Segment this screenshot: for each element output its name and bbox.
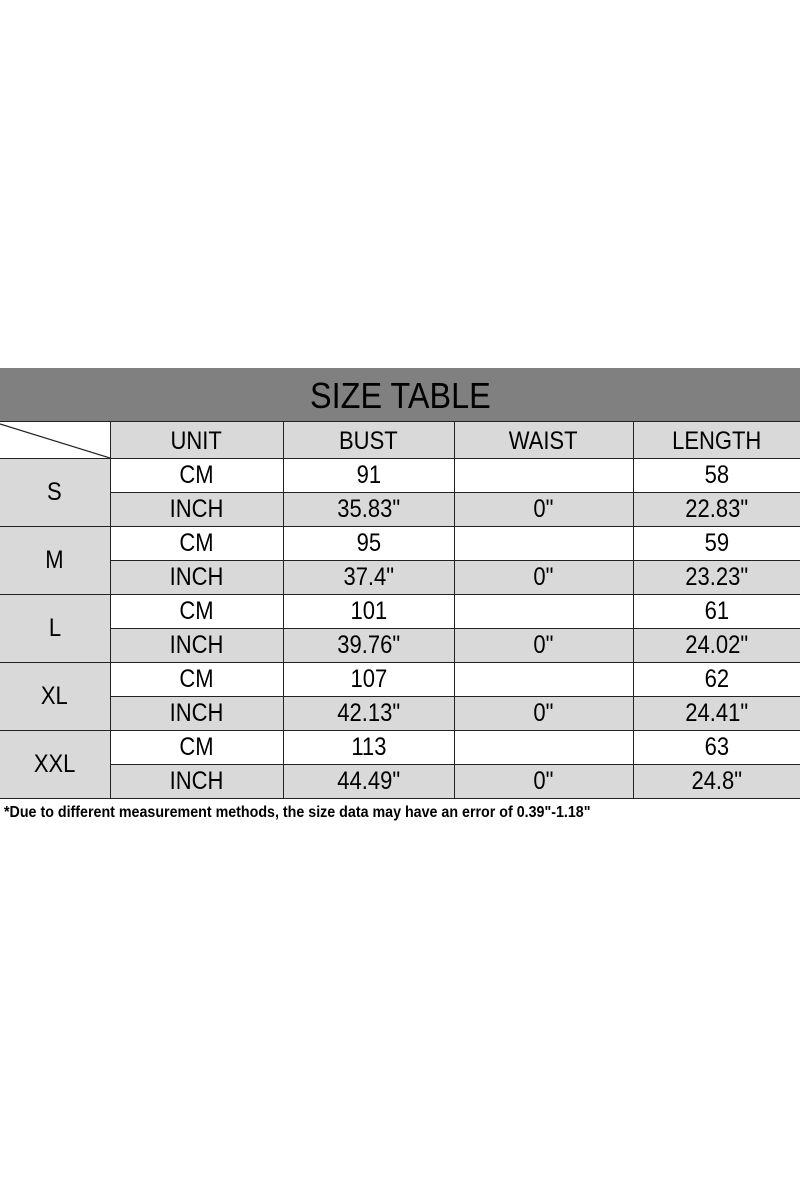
table-row-cm: M CM 95 59 (0, 526, 800, 595)
header-length: LENGTH (632, 421, 800, 459)
cell-bust: 35.83" (282, 492, 455, 527)
table-row-inch: INCH 44.49" 0" 24.8" (0, 764, 800, 799)
cell-length: 61 (632, 594, 800, 629)
size-label: S (0, 458, 111, 527)
size-label: M (0, 526, 111, 595)
cell-length: 22.83" (632, 492, 800, 527)
cell-unit: INCH (109, 492, 284, 527)
cell-length: 59 (632, 526, 800, 561)
cell-length: 63 (632, 730, 800, 765)
size-label: XL (0, 662, 111, 731)
cell-length: 24.02" (632, 628, 800, 663)
table-row-inch: INCH 42.13" 0" 24.41" (0, 696, 800, 731)
cell-waist (453, 730, 634, 765)
cell-bust: 42.13" (282, 696, 455, 731)
cell-unit: CM (109, 730, 284, 765)
table-row-inch: INCH 37.4" 0" 23.23" (0, 560, 800, 595)
cell-unit: CM (109, 526, 284, 561)
cell-length: 23.23" (632, 560, 800, 595)
table-row-cm: S CM 91 58 (0, 458, 800, 527)
cell-unit: INCH (109, 560, 284, 595)
table-row-cm: L CM 101 61 (0, 594, 800, 663)
cell-bust: 113 (282, 730, 455, 765)
table-row-inch: INCH 39.76" 0" 24.02" (0, 628, 800, 663)
cell-bust: 37.4" (282, 560, 455, 595)
cell-waist: 0" (453, 628, 634, 663)
header-waist: WAIST (453, 421, 634, 459)
cell-bust: 44.49" (282, 764, 455, 799)
table-row-cm: XL CM 107 62 (0, 662, 800, 731)
cell-waist (453, 594, 634, 629)
table-row-cm: XXL CM 113 63 (0, 730, 800, 799)
cell-waist (453, 662, 634, 697)
size-label: L (0, 594, 111, 663)
cell-waist: 0" (453, 560, 634, 595)
diagonal-line (0, 423, 109, 458)
corner-cell (0, 421, 111, 459)
table-title: SIZE TABLE (0, 368, 800, 421)
cell-unit: CM (109, 662, 284, 697)
header-unit: UNIT (109, 421, 284, 459)
cell-unit: INCH (109, 696, 284, 731)
header-row: UNIT BUST WAIST LENGTH (0, 421, 800, 459)
cell-length: 24.41" (632, 696, 800, 731)
cell-length: 24.8" (632, 764, 800, 799)
cell-length: 62 (632, 662, 800, 697)
cell-bust: 91 (282, 458, 455, 493)
cell-waist: 0" (453, 696, 634, 731)
cell-bust: 39.76" (282, 628, 455, 663)
cell-unit: CM (109, 594, 284, 629)
size-table: UNIT BUST WAIST LENGTH S CM 91 58 INCH 35.83"… (0, 421, 800, 799)
cell-bust: 95 (282, 526, 455, 561)
cell-bust: 107 (282, 662, 455, 697)
cell-unit: INCH (109, 628, 284, 663)
cell-unit: INCH (109, 764, 284, 799)
table-row-inch: INCH 35.83" 0" 22.83" (0, 492, 800, 527)
cell-waist: 0" (453, 764, 634, 799)
cell-bust: 101 (282, 594, 455, 629)
size-label: XXL (0, 730, 111, 799)
cell-unit: CM (109, 458, 284, 493)
footnote: *Due to different measurement methods, t… (4, 804, 591, 821)
header-bust: BUST (282, 421, 455, 459)
cell-waist: 0" (453, 492, 634, 527)
cell-waist (453, 526, 634, 561)
cell-waist (453, 458, 634, 493)
cell-length: 58 (632, 458, 800, 493)
